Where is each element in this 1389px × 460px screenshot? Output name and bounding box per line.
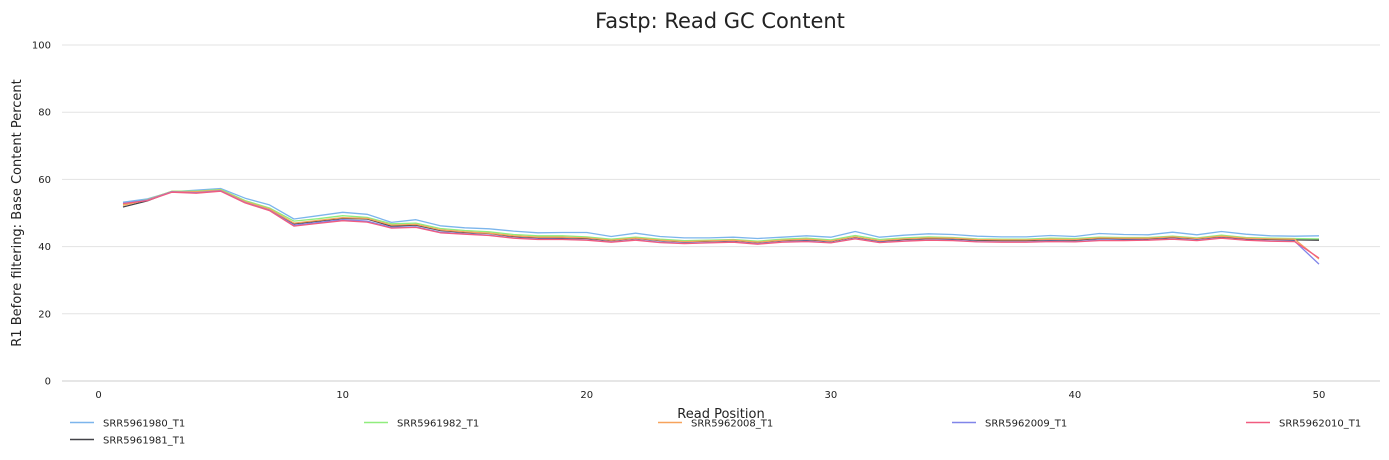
legend-label: SRR5961982_T1 <box>397 419 479 430</box>
legend-item[interactable]: SRR5962010_T1 <box>1246 419 1361 430</box>
legend: SRR5961980_T1 SRR5961982_T1 SRR5962008_T1 S… <box>70 419 1361 447</box>
legend-label: SRR5962010_T1 <box>1279 419 1361 430</box>
series-lines <box>122 187 1320 265</box>
y-axis-label: R1 Before filtering: Base Content Percen… <box>10 79 25 346</box>
legend-item[interactable]: SRR5962008_T1 <box>658 419 773 430</box>
legend-item[interactable]: SRR5961981_T1 <box>70 436 185 447</box>
y-tick-label: 80 <box>38 108 51 119</box>
legend-item[interactable]: SRR5961980_T1 <box>70 419 185 430</box>
legend-label: SRR5961980_T1 <box>103 419 185 430</box>
y-tick-label: 20 <box>38 309 51 320</box>
chart-title: Fastp: Read GC Content <box>595 9 845 33</box>
series-line-SRR5961982_T1[interactable] <box>122 188 1320 242</box>
y-tick-label: 100 <box>32 41 51 52</box>
x-tick-label: 50 <box>1313 390 1326 401</box>
x-tick-label: 10 <box>336 390 349 401</box>
legend-label: SRR5961981_T1 <box>103 436 185 447</box>
legend-item[interactable]: SRR5962009_T1 <box>952 419 1067 430</box>
series-line-SRR5962010_T1[interactable] <box>122 190 1320 259</box>
legend-item[interactable]: SRR5961982_T1 <box>364 419 479 430</box>
y-axis-ticks: 0 20 40 60 80 100 <box>32 41 51 388</box>
x-axis-label: Read Position <box>677 407 764 422</box>
y-tick-label: 60 <box>38 175 51 186</box>
x-tick-label: 0 <box>95 390 101 401</box>
legend-label: SRR5962009_T1 <box>985 419 1067 430</box>
series-line-SRR5961980_T1[interactable] <box>122 187 1320 240</box>
series-line-SRR5962009_T1[interactable] <box>122 190 1320 265</box>
grid-lines <box>62 44 1380 315</box>
x-axis-ticks: 0 10 20 30 40 50 <box>95 390 1325 401</box>
series-line-SRR5962008_T1[interactable] <box>122 189 1320 260</box>
legend-label: SRR5962008_T1 <box>691 419 773 430</box>
y-tick-label: 0 <box>45 377 51 388</box>
y-tick-label: 40 <box>38 242 51 253</box>
x-tick-label: 20 <box>580 390 593 401</box>
x-tick-label: 30 <box>824 390 837 401</box>
x-tick-label: 40 <box>1069 390 1082 401</box>
